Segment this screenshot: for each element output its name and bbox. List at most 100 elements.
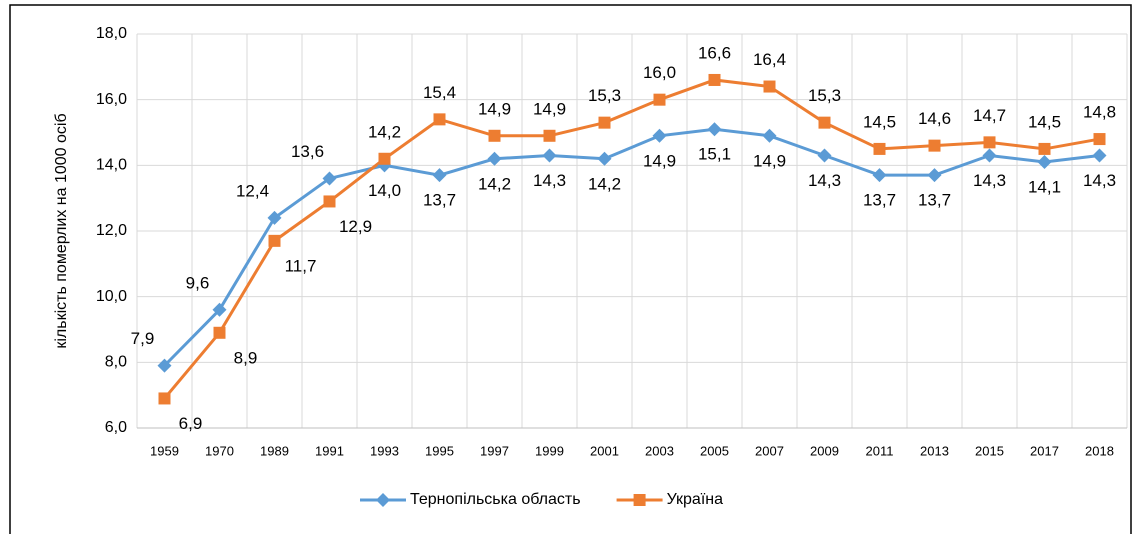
x-tick-label: 1993 xyxy=(370,443,399,458)
marker xyxy=(818,116,831,129)
data-label: 11,7 xyxy=(285,256,317,275)
data-label: 14,0 xyxy=(368,181,401,200)
x-tick-label: 2005 xyxy=(700,443,729,458)
data-label: 15,3 xyxy=(808,86,841,105)
y-tick-label: 8,0 xyxy=(105,354,127,371)
marker xyxy=(1038,142,1051,155)
marker xyxy=(707,122,722,137)
x-tick-label: 2011 xyxy=(866,443,894,458)
data-label: 14,2 xyxy=(588,174,621,193)
data-label: 13,7 xyxy=(863,191,896,210)
data-label: 14,9 xyxy=(533,99,566,118)
marker xyxy=(873,142,886,155)
data-label: 7,9 xyxy=(131,329,155,348)
marker xyxy=(653,93,666,106)
marker xyxy=(817,148,832,163)
data-label: 13,6 xyxy=(291,142,324,161)
marker xyxy=(212,302,227,317)
data-label: 14,9 xyxy=(643,151,676,170)
legend-label: Тернопільська область xyxy=(410,491,581,508)
x-tick-label: 2009 xyxy=(810,443,839,458)
data-label: 14,6 xyxy=(918,109,951,128)
series-line xyxy=(163,127,1100,367)
marker xyxy=(378,152,391,165)
data-label: 15,4 xyxy=(423,83,456,102)
y-tick-label: 14,0 xyxy=(96,157,127,174)
data-label: 14,9 xyxy=(753,151,786,170)
marker xyxy=(157,358,172,373)
x-tick-label: 2003 xyxy=(645,443,674,458)
marker xyxy=(762,128,777,143)
y-tick-label: 12,0 xyxy=(96,222,127,239)
marker xyxy=(1093,133,1106,146)
marker xyxy=(598,116,611,129)
marker xyxy=(708,73,721,86)
data-label: 14,2 xyxy=(368,122,401,141)
x-tick-label: 1959 xyxy=(150,443,179,458)
marker xyxy=(158,392,171,405)
marker xyxy=(267,210,282,225)
x-tick-label: 1995 xyxy=(425,443,454,458)
data-label: 16,4 xyxy=(753,50,786,69)
marker xyxy=(543,129,556,142)
data-label: 12,4 xyxy=(236,181,269,200)
legend-label: Україна xyxy=(667,491,724,508)
x-tick-label: 1989 xyxy=(260,443,289,458)
data-label: 8,9 xyxy=(234,348,258,367)
data-label: 9,6 xyxy=(186,273,210,292)
data-label: 14,1 xyxy=(1028,178,1061,197)
marker xyxy=(542,148,557,163)
frame xyxy=(9,4,1132,534)
marker xyxy=(872,168,887,183)
data-label: 14,8 xyxy=(1083,103,1116,122)
marker xyxy=(323,195,336,208)
data-label: 16,0 xyxy=(643,63,676,82)
marker xyxy=(763,80,776,93)
marker xyxy=(1037,155,1052,170)
marker xyxy=(597,151,612,166)
marker xyxy=(488,129,501,142)
marker xyxy=(1092,148,1107,163)
data-label: 13,7 xyxy=(918,191,951,210)
y-tick-label: 16,0 xyxy=(96,91,127,108)
data-label: 15,3 xyxy=(588,86,621,105)
marker xyxy=(213,326,226,339)
x-tick-label: 1997 xyxy=(480,443,509,458)
y-tick-label: 18,0 xyxy=(96,25,127,42)
y-axis-title: кількість померлих на 1000 осіб xyxy=(53,113,70,348)
x-tick-label: 2015 xyxy=(975,443,1004,458)
data-label: 14,3 xyxy=(533,171,566,190)
data-label: 16,6 xyxy=(698,43,731,62)
x-tick-label: 1970 xyxy=(205,443,234,458)
x-tick-label: 2018 xyxy=(1085,443,1114,458)
marker xyxy=(322,171,337,186)
y-tick-label: 10,0 xyxy=(96,288,127,305)
marker xyxy=(928,139,941,152)
marker xyxy=(927,168,942,183)
marker xyxy=(983,136,996,149)
x-tick-label: 2017 xyxy=(1030,443,1059,458)
data-label: 6,9 xyxy=(179,414,203,433)
marker xyxy=(487,151,502,166)
data-label: 14,3 xyxy=(973,171,1006,190)
marker xyxy=(433,113,446,126)
data-label: 14,5 xyxy=(863,112,896,131)
marker xyxy=(633,494,646,506)
data-label: 14,3 xyxy=(808,171,841,190)
x-tick-label: 2001 xyxy=(590,443,619,458)
data-label: 14,7 xyxy=(973,106,1006,125)
x-tick-label: 2007 xyxy=(755,443,784,458)
data-label: 14,9 xyxy=(478,99,511,118)
series-line xyxy=(163,78,1100,400)
marker xyxy=(376,493,390,507)
x-tick-label: 2013 xyxy=(920,443,949,458)
marker xyxy=(652,128,667,143)
marker xyxy=(982,148,997,163)
x-tick-label: 1999 xyxy=(535,443,564,458)
data-label: 14,3 xyxy=(1083,171,1116,190)
data-label: 15,1 xyxy=(698,145,731,164)
marker xyxy=(268,234,281,247)
x-tick-label: 1991 xyxy=(315,443,344,458)
